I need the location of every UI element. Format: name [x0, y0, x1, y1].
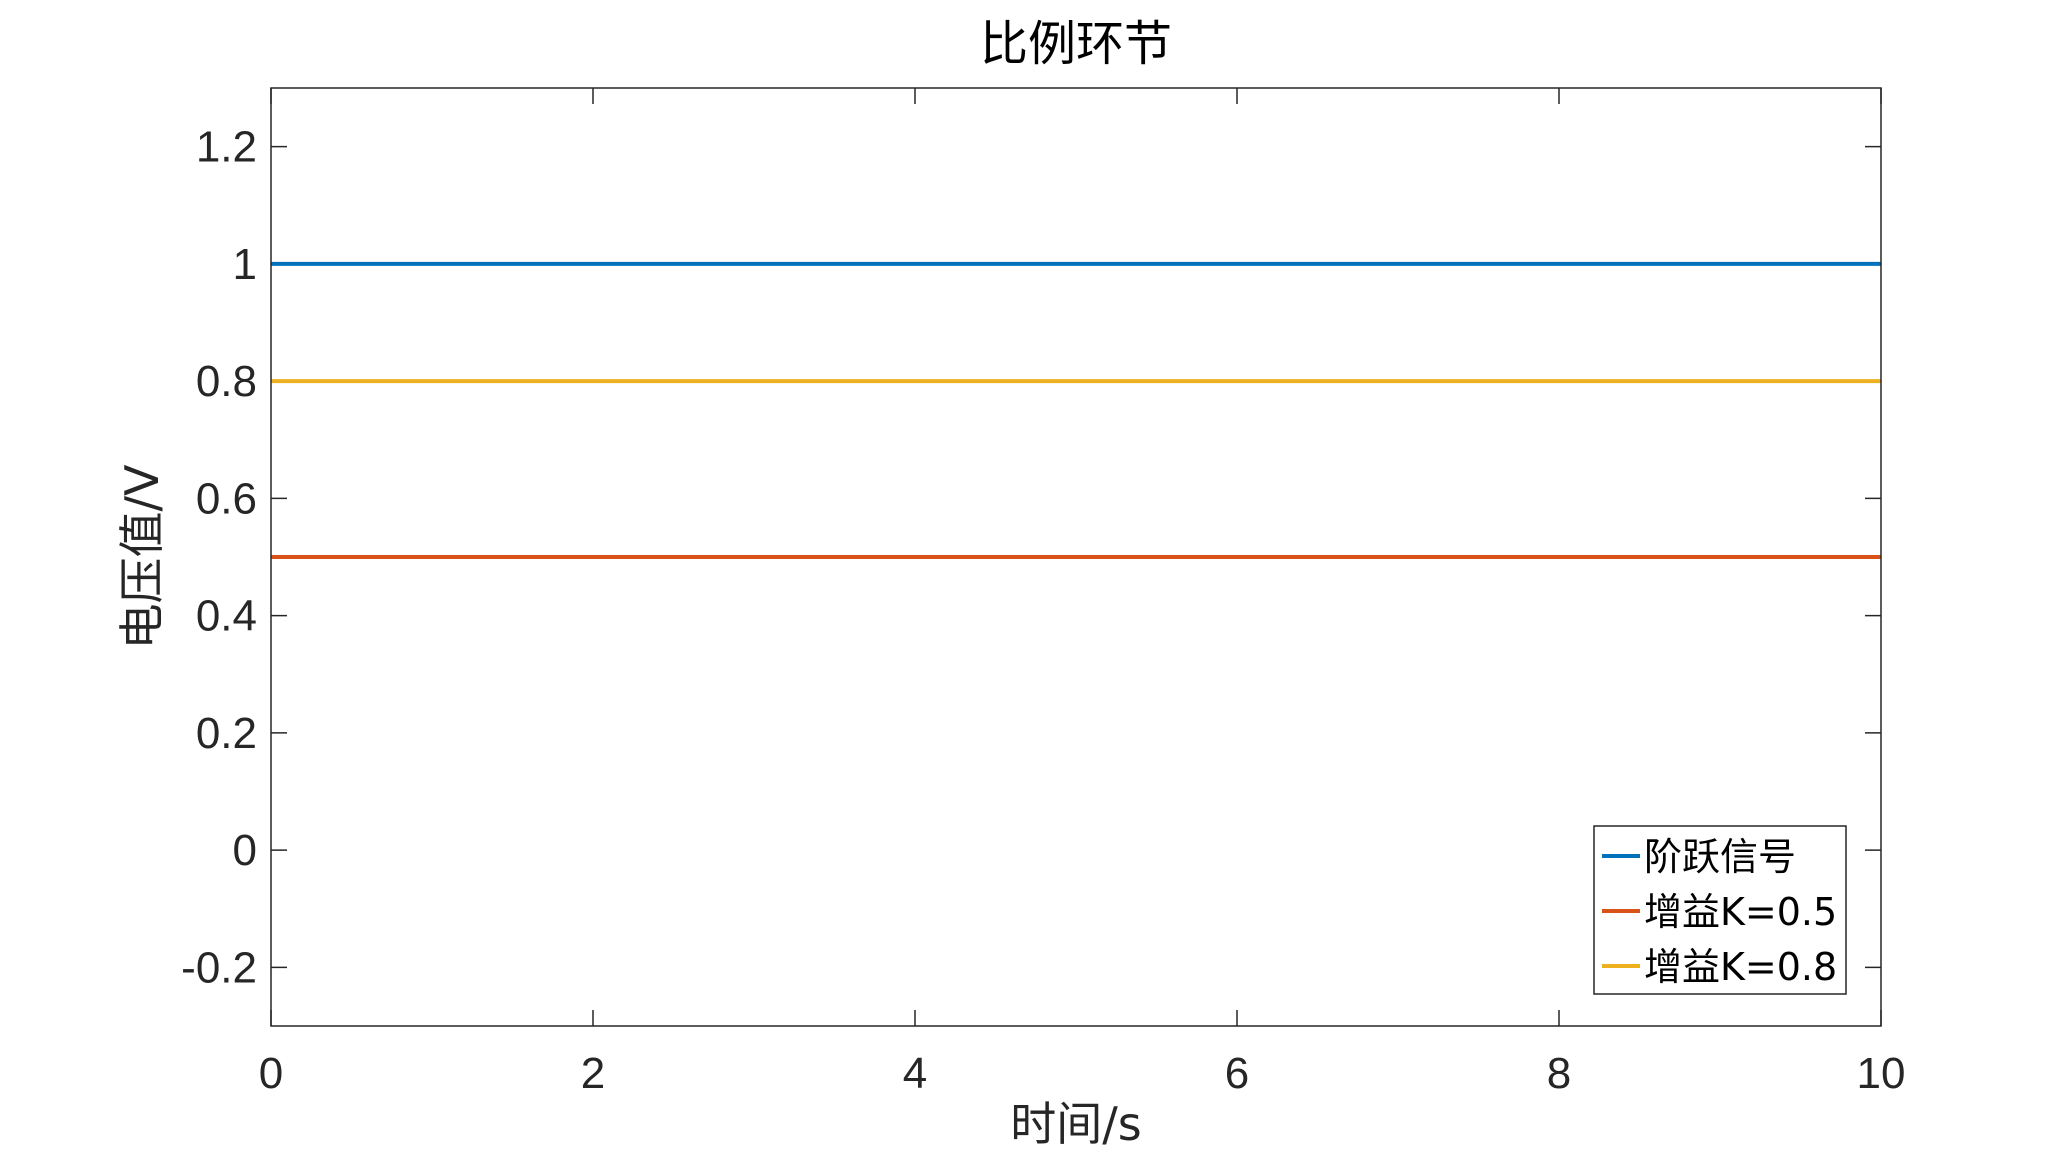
legend-label: 阶跃信号 [1644, 835, 1796, 879]
legend-label: 增益K=0.8 [1644, 945, 1837, 989]
x-tick-label: 10 [1857, 1049, 1906, 1098]
x-tick-label: 4 [903, 1049, 927, 1098]
y-tick-label: 0.2 [196, 709, 257, 758]
y-axis-title: 电压值/V [115, 464, 169, 649]
x-tick-label: 0 [259, 1049, 283, 1098]
tick-labels: 0 2 4 6 8 10 -0.2 0 0.2 0.4 0.6 0.8 1 1.2 [181, 123, 1905, 1098]
plot-frame [270, 87, 1882, 1027]
y-tick-label: 0.4 [196, 592, 257, 641]
x-tick-label: 6 [1225, 1049, 1249, 1098]
y-tick-label: 1 [233, 240, 257, 289]
x-tick-label: 2 [581, 1049, 605, 1098]
y-tick-label: 0.6 [196, 474, 257, 523]
legend-label: 增益K=0.5 [1644, 890, 1837, 934]
y-tick-label: 0.8 [196, 357, 257, 406]
y-tick-label: 1.2 [196, 123, 257, 172]
series-layer [271, 261, 1881, 559]
x-axis-title: 时间/s [1010, 1097, 1141, 1151]
y-tick-label: -0.2 [181, 943, 257, 992]
x-tick-label: 8 [1547, 1049, 1571, 1098]
chart-title: 比例环节 [980, 16, 1172, 72]
y-tick-label: 0 [233, 826, 257, 875]
